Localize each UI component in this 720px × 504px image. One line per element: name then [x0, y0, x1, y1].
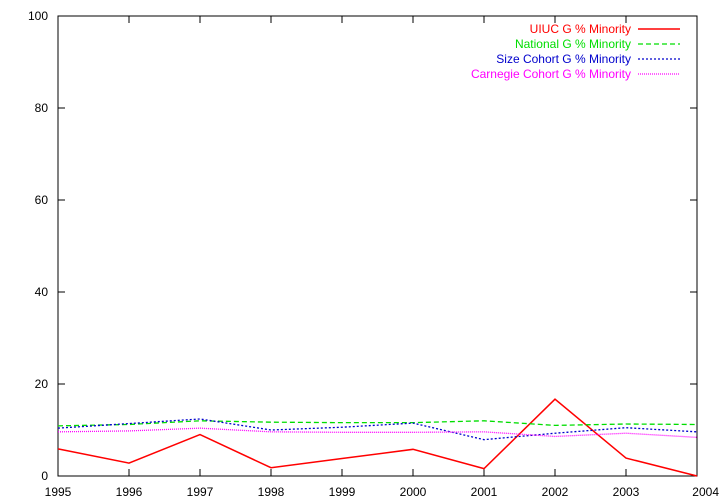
- y-tick-label: 100: [28, 9, 48, 23]
- x-tick-label: 1998: [258, 485, 285, 499]
- x-tick-label: 2002: [542, 485, 569, 499]
- y-tick-label: 60: [35, 193, 49, 207]
- legend-label: National G % Minority: [515, 37, 631, 51]
- plot-frame: [57, 15, 698, 477]
- x-tick-label: 1997: [187, 485, 214, 499]
- series-line-4: [57, 427, 698, 439]
- axes-layer: 0 20 40 60 80 100 1995 1996 1997 1998 1999 2000 2001…: [28, 9, 719, 499]
- x-tick-label: 2000: [400, 485, 427, 499]
- series-line-2: [57, 420, 698, 427]
- x-tick-label: 2003: [613, 485, 640, 499]
- y-tick-label: 40: [35, 285, 49, 299]
- x-tick-label: 2001: [471, 485, 498, 499]
- series-line-1: [57, 398, 698, 477]
- x-tick-label: 1999: [329, 485, 356, 499]
- legend-label: UIUC G % Minority: [530, 22, 631, 36]
- y-tick-label: 0: [41, 469, 48, 483]
- series-line-3: [57, 418, 698, 441]
- x-tick-label: 2004: [692, 485, 719, 499]
- x-tick-label: 1995: [45, 485, 72, 499]
- y-tick-label: 20: [35, 377, 49, 391]
- x-tick-label: 1996: [116, 485, 143, 499]
- legend-label: Carnegie Cohort G % Minority: [471, 67, 631, 81]
- series-layer: [57, 398, 698, 477]
- y-tick-label: 80: [35, 101, 49, 115]
- legend-label: Size Cohort G % Minority: [496, 52, 631, 66]
